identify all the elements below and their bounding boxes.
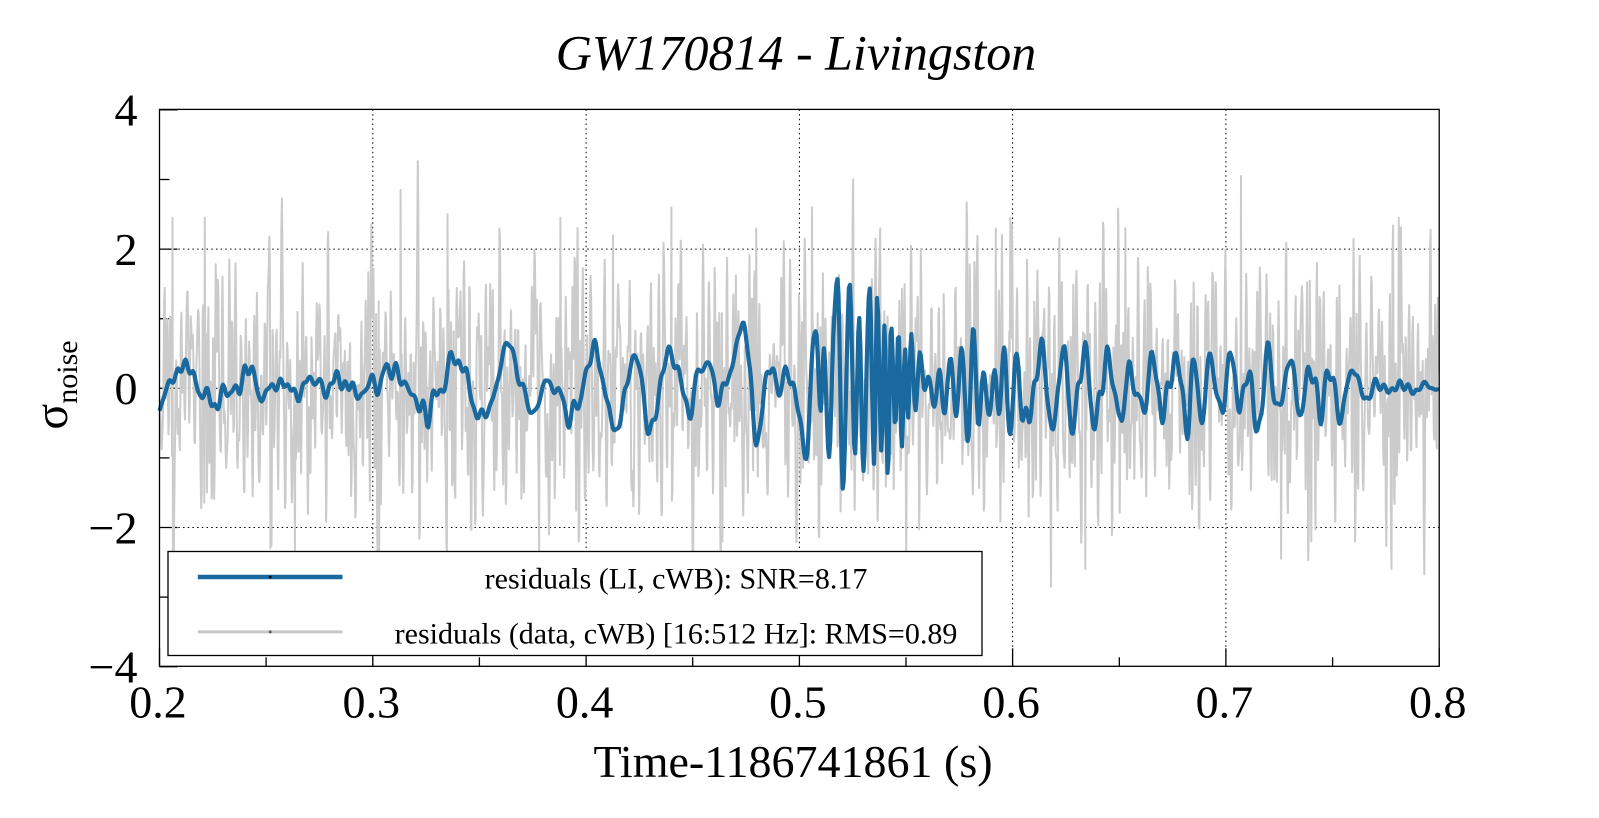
svg-text:Time-1186741861 (s): Time-1186741861 (s) (593, 736, 992, 787)
svg-text:residuals (LI, cWB): SNR=8.17: residuals (LI, cWB): SNR=8.17 (485, 563, 868, 596)
svg-text:−4: −4 (89, 642, 138, 693)
svg-text:0: 0 (115, 363, 138, 414)
svg-text:0.3: 0.3 (343, 676, 401, 727)
svg-text:residuals (data, cWB) [16:512: residuals (data, cWB) [16:512 Hz]: RMS=0… (395, 618, 958, 651)
svg-text:0.5: 0.5 (769, 676, 827, 727)
svg-text:0.8: 0.8 (1409, 676, 1467, 727)
svg-text:0.6: 0.6 (982, 676, 1040, 727)
svg-text:0.4: 0.4 (556, 676, 614, 727)
svg-text:4: 4 (115, 85, 138, 136)
svg-text:2: 2 (115, 224, 138, 275)
svg-text:0.7: 0.7 (1196, 676, 1254, 727)
svg-text:−2: −2 (89, 502, 138, 553)
svg-text:GW170814 - Livingston: GW170814 - Livingston (556, 25, 1037, 81)
svg-text:0.2: 0.2 (129, 676, 187, 727)
svg-text:σnoise: σnoise (25, 340, 84, 429)
